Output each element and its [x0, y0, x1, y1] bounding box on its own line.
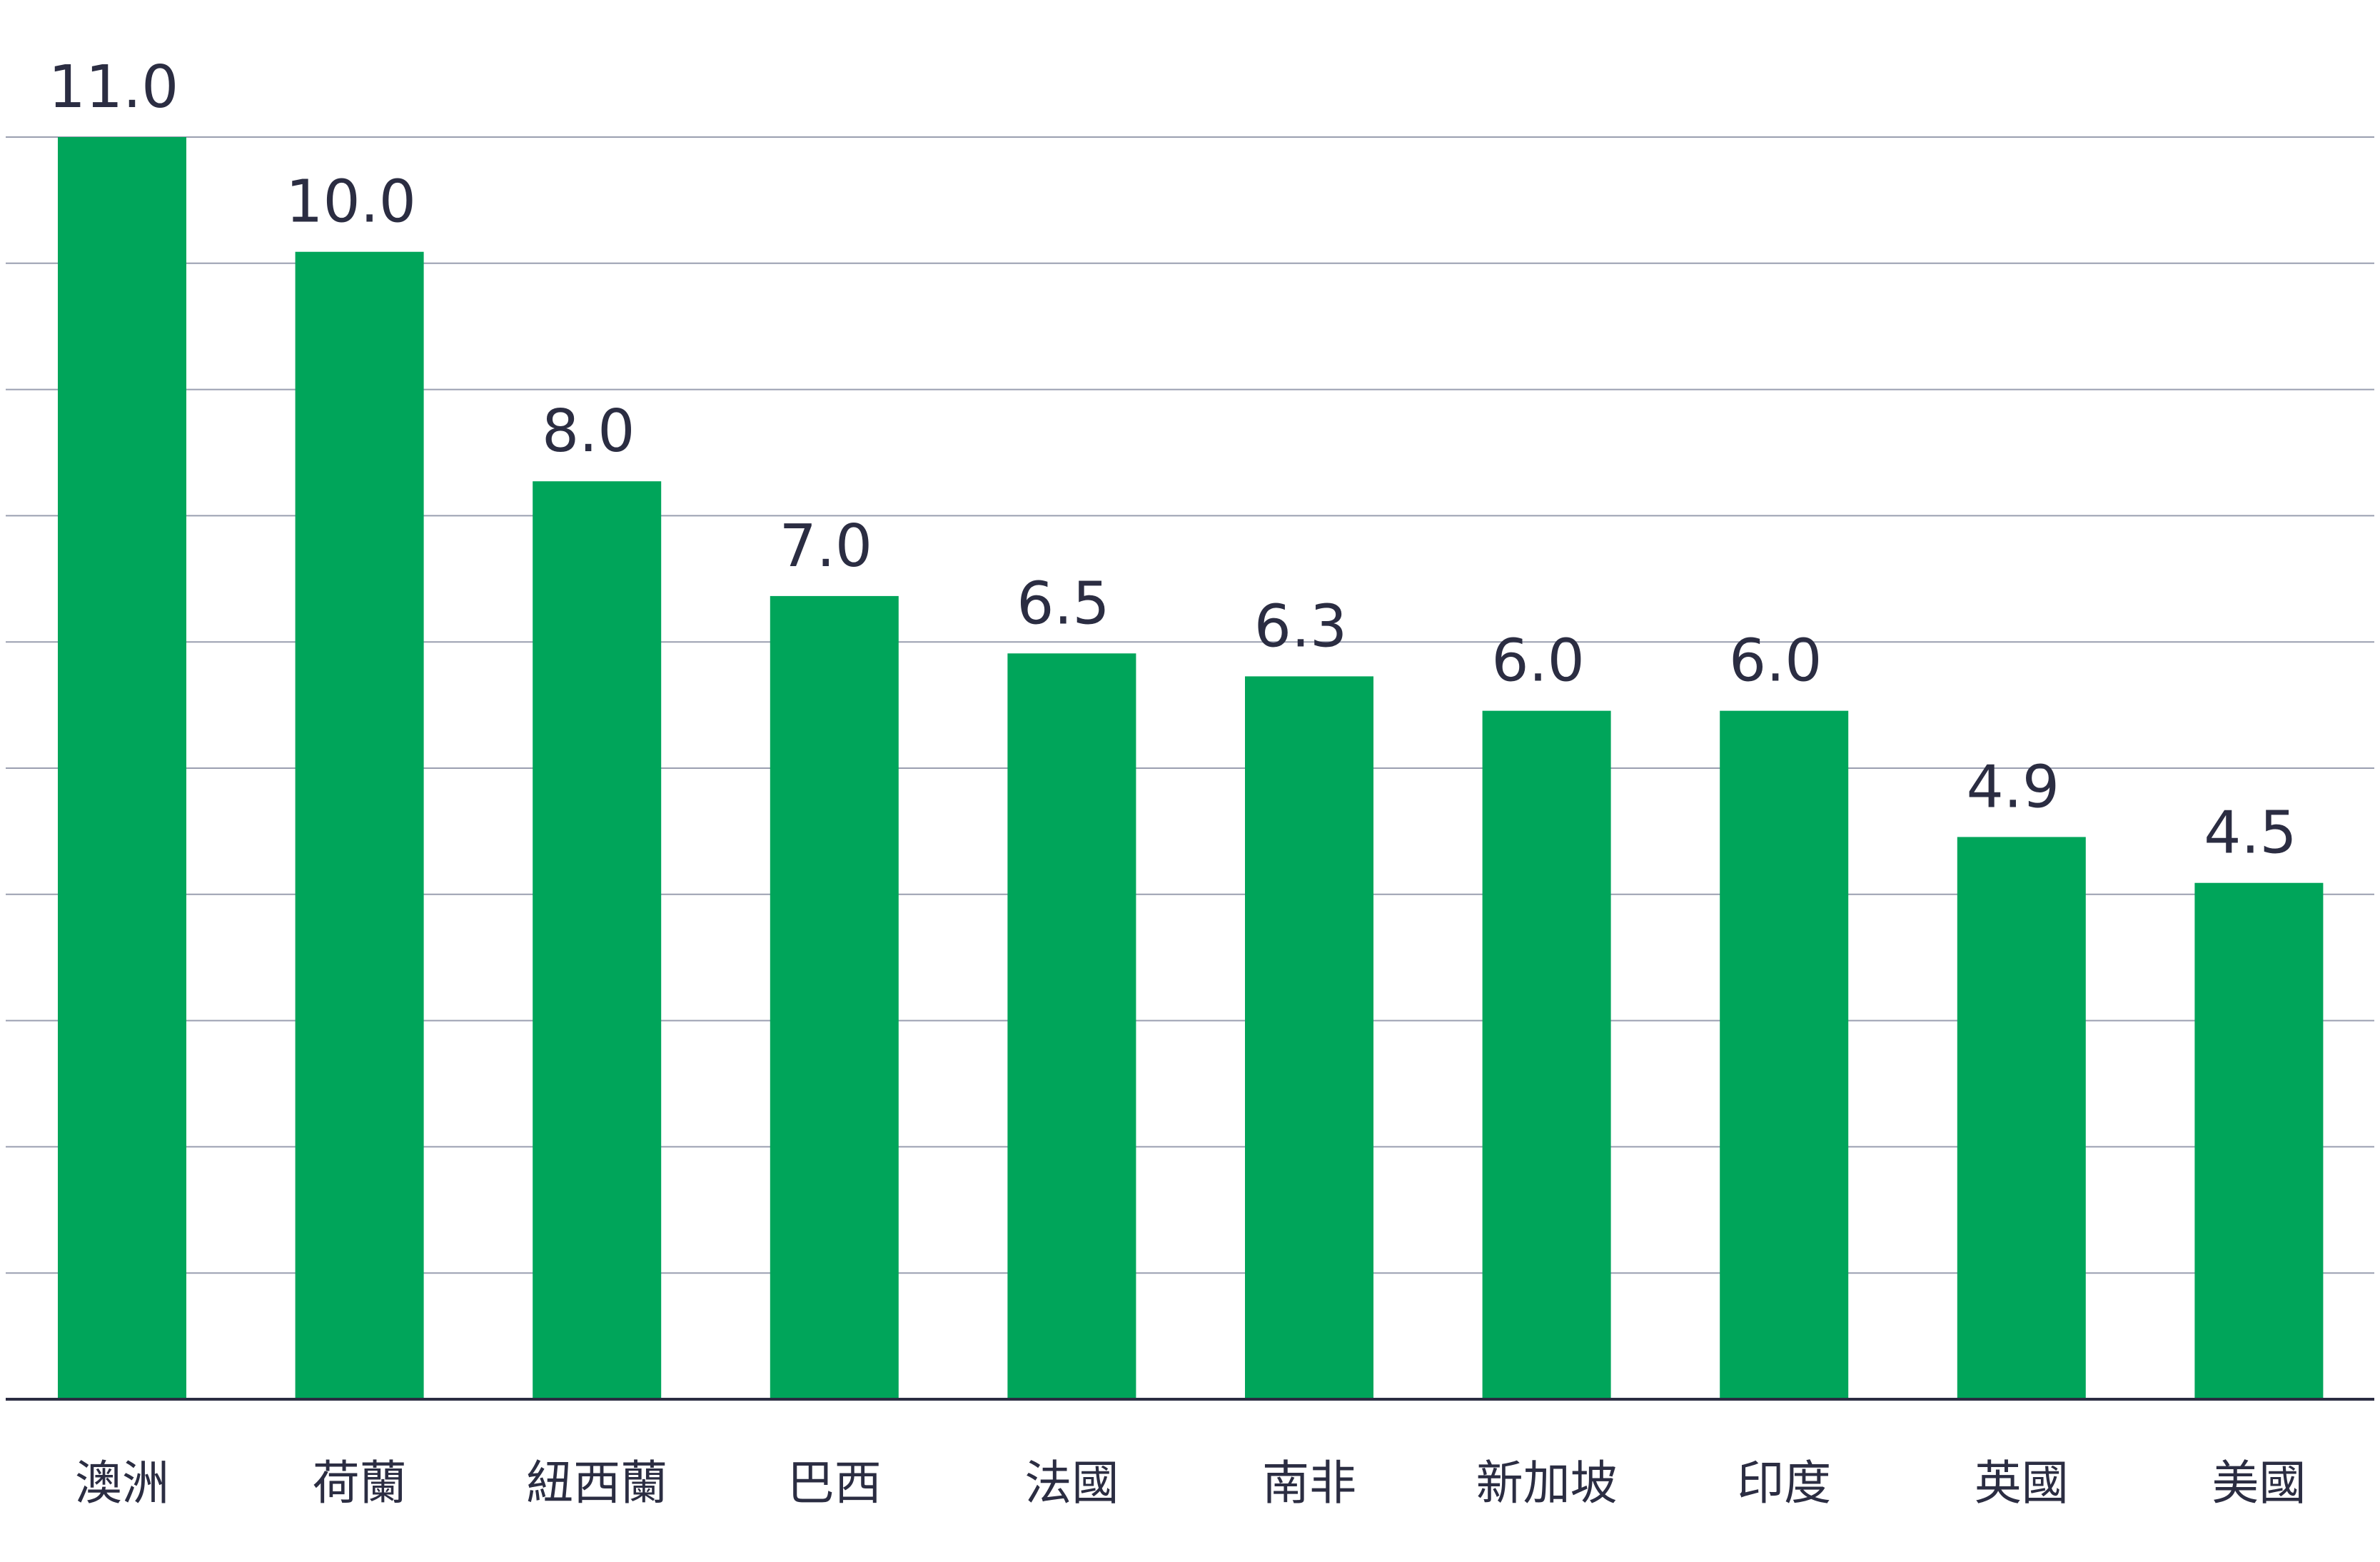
bar [2194, 882, 2324, 1399]
bar [770, 595, 899, 1399]
x-tick-label: 荷蘭 [313, 1456, 407, 1511]
x-tick-label: 法國 [1024, 1456, 1119, 1511]
x-tick-label: 巴西 [787, 1456, 882, 1511]
bar [1957, 837, 2086, 1399]
data-label: 4.5 [2204, 800, 2296, 867]
x-tick-label: 新加坡 [1476, 1456, 1618, 1511]
bar [1482, 710, 1611, 1399]
x-tick-label: 印度 [1737, 1456, 1831, 1511]
x-tick-label: 美國 [2212, 1456, 2306, 1511]
data-label: 6.0 [1491, 628, 1584, 695]
value-labels: 11.0 10.0 8.0 7.0 6.5 6.3 6.0 6.0 4.9 4.5 [49, 54, 2297, 867]
bar [533, 481, 662, 1399]
data-label: 6.5 [1017, 570, 1109, 638]
bar [1007, 653, 1136, 1399]
data-label: 10.0 [286, 168, 416, 236]
x-tick-label: 紐西蘭 [526, 1456, 667, 1511]
bar [1720, 710, 1849, 1399]
data-label: 8.0 [542, 398, 635, 465]
bar [295, 251, 424, 1399]
bar [58, 137, 186, 1399]
data-label: 11.0 [49, 54, 179, 121]
data-label: 6.0 [1729, 628, 1822, 695]
data-label: 7.0 [780, 513, 872, 580]
x-tick-label: 澳洲 [75, 1456, 169, 1511]
category-labels: 澳洲 荷蘭 紐西蘭 巴西 法國 南非 新加坡 印度 英國 美國 [75, 1456, 2306, 1511]
data-label: 4.9 [1967, 753, 2059, 821]
bars [58, 137, 2324, 1399]
x-tick-label: 英國 [1975, 1456, 2069, 1511]
x-tick-label: 南非 [1262, 1456, 1356, 1511]
bar [1245, 676, 1373, 1399]
data-label: 6.3 [1254, 593, 1347, 660]
